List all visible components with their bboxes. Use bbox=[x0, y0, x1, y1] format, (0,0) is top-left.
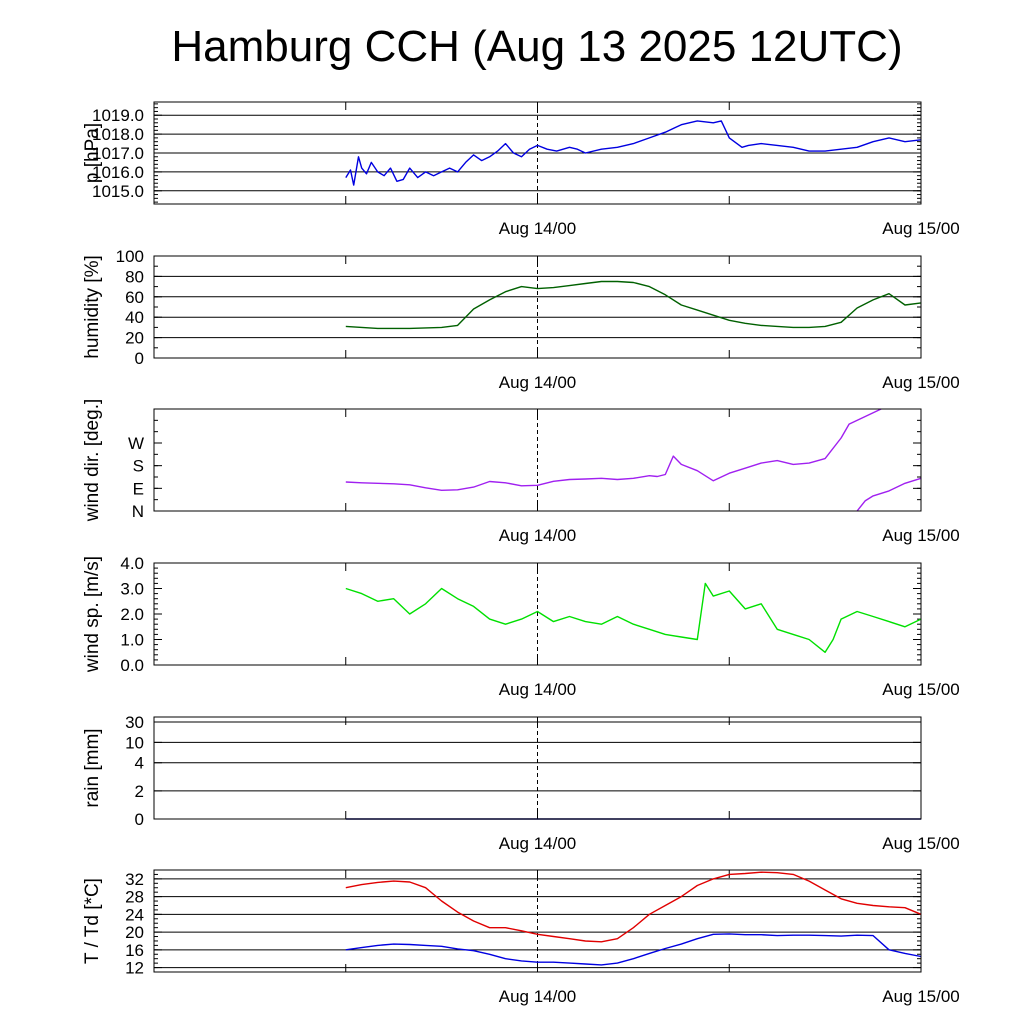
panel-frame bbox=[153, 255, 922, 359]
y-tick-label: 1.0 bbox=[120, 631, 144, 650]
y-tick-label: 12 bbox=[125, 959, 144, 978]
y-tick-label: 40 bbox=[125, 308, 144, 327]
panel-frame bbox=[153, 716, 922, 820]
y-tick-label: 16 bbox=[125, 941, 144, 960]
x-tick-label: Aug 14/00 bbox=[499, 373, 577, 392]
x-tick-label: Aug 15/00 bbox=[882, 680, 960, 699]
y-tick-label: S bbox=[133, 457, 144, 476]
y-tick-label: 4.0 bbox=[120, 554, 144, 573]
y-tick-label: 3.0 bbox=[120, 580, 144, 599]
x-tick-label: Aug 14/00 bbox=[499, 219, 577, 238]
y-axis-label: wind dir. [deg.] bbox=[82, 399, 103, 523]
x-tick-label: Aug 14/00 bbox=[499, 834, 577, 853]
y-tick-label: 1018.0 bbox=[92, 125, 144, 144]
chart-title: Hamburg CCH (Aug 13 2025 12UTC) bbox=[171, 22, 903, 71]
y-tick-label: 1016.0 bbox=[92, 163, 144, 182]
x-tick-label: Aug 14/00 bbox=[499, 680, 577, 699]
y-tick-label: 20 bbox=[125, 329, 144, 348]
y-tick-label: W bbox=[128, 434, 144, 453]
y-tick-label: 100 bbox=[116, 247, 144, 266]
y-tick-label: 2 bbox=[135, 782, 144, 801]
x-tick-label: Aug 15/00 bbox=[882, 219, 960, 238]
y-axis-label: T / Td [*C] bbox=[82, 878, 103, 964]
y-tick-label: 30 bbox=[125, 713, 144, 732]
y-axis-label: p [hPa] bbox=[82, 123, 103, 183]
y-tick-label: 10 bbox=[125, 733, 144, 752]
y-tick-label: 1017.0 bbox=[92, 144, 144, 163]
series-line-temperature_dewpoint-1 bbox=[345, 933, 922, 966]
y-axis-label: humidity [%] bbox=[82, 255, 103, 358]
panel-frame bbox=[153, 408, 922, 512]
series-line-humidity-0 bbox=[345, 280, 922, 330]
series-line-wind_direction-0 bbox=[345, 408, 882, 491]
y-tick-label: 1015.0 bbox=[92, 182, 144, 201]
panel-frame bbox=[153, 101, 922, 205]
x-tick-label: Aug 15/00 bbox=[882, 834, 960, 853]
x-tick-label: Aug 15/00 bbox=[882, 526, 960, 545]
y-tick-label: 4 bbox=[135, 754, 144, 773]
y-tick-label: 80 bbox=[125, 267, 144, 286]
series-line-temperature_dewpoint-0 bbox=[345, 871, 922, 943]
series-line-wind_direction-0 bbox=[856, 477, 922, 512]
y-tick-label: 20 bbox=[125, 923, 144, 942]
y-tick-label: 60 bbox=[125, 288, 144, 307]
x-tick-label: Aug 15/00 bbox=[882, 987, 960, 1006]
y-axis-label: rain [mm] bbox=[82, 728, 103, 807]
y-tick-label: N bbox=[132, 502, 144, 521]
y-tick-label: E bbox=[133, 479, 144, 498]
y-tick-label: 0 bbox=[135, 349, 144, 368]
y-tick-label: 24 bbox=[125, 905, 144, 924]
y-tick-label: 32 bbox=[125, 870, 144, 889]
series-line-wind_speed-0 bbox=[345, 582, 922, 653]
y-tick-label: 0 bbox=[135, 810, 144, 829]
panel-frame bbox=[153, 869, 922, 973]
panel-wind_speed: 0.0 1.0 2.0 3.0 4.0 wind sp. [m/s] Aug 14/00 Au… bbox=[82, 554, 960, 699]
series-line-pressure-0 bbox=[345, 120, 922, 186]
y-axis-label: wind sp. [m/s] bbox=[82, 556, 103, 673]
y-tick-label: 0.0 bbox=[120, 656, 144, 675]
y-tick-label: 2.0 bbox=[120, 605, 144, 624]
y-tick-label: 1019.0 bbox=[92, 106, 144, 125]
x-tick-label: Aug 15/00 bbox=[882, 373, 960, 392]
y-tick-label: 28 bbox=[125, 888, 144, 907]
x-tick-label: Aug 14/00 bbox=[499, 526, 577, 545]
panel-frame bbox=[153, 562, 922, 666]
x-tick-label: Aug 14/00 bbox=[499, 987, 577, 1006]
